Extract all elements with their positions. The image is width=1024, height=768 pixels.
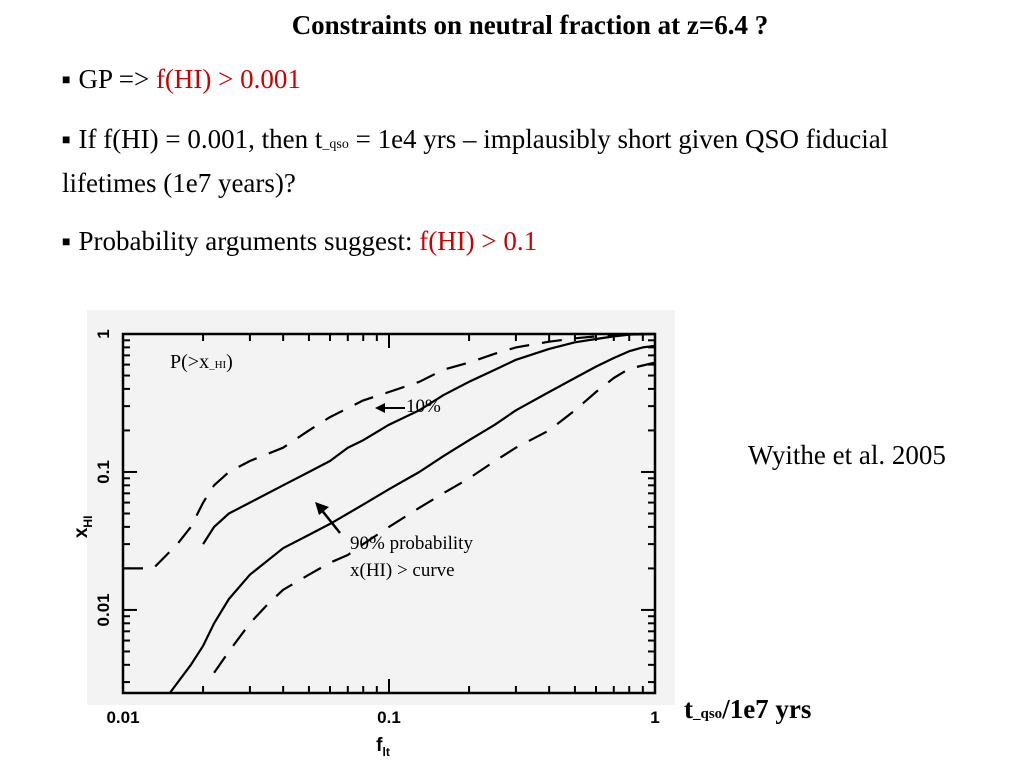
annotation-90-line2: x(HI) > curve [350, 560, 455, 581]
bullet-lifetime-part2: = 1e4 yrs – implausibly short given QSO … [62, 124, 889, 198]
annotation-p-subscript: _HI [209, 359, 227, 371]
bullet-marker: ■ [62, 133, 71, 148]
bullet-marker: ■ [62, 235, 71, 250]
y-axis-label: xHI [75, 516, 95, 539]
bullet-lifetime-part1: If f(HI) = 0.001, then t [78, 124, 323, 154]
bullet-probability: ■ Probability arguments suggest: f(HI) > … [62, 222, 537, 266]
x-tick-label: 1 [650, 708, 659, 727]
bullet-gp-highlight: f(HI) > 0.001 [155, 64, 301, 94]
chart-plot: 0.01 0.1 1 0.01 0.1 1 flt xHI [75, 329, 660, 759]
x-tick-label: 0.01 [106, 708, 139, 727]
annotation-90-arrow-head [315, 502, 329, 515]
annotation-10-arrow-head [375, 403, 385, 413]
bullet-lifetime: ■ If f(HI) = 0.001, then t_qso = 1e4 yrs … [62, 120, 962, 202]
x-axis-unit-label: t_qso/1e7 yrs [684, 694, 811, 725]
series-line-3-dashed [123, 332, 655, 570]
y-tick-label: 0.1 [94, 460, 113, 484]
annotation-probability-label: P(>x_HI) [170, 351, 233, 374]
y-tick-label: 1 [94, 329, 113, 338]
bullet-gp-text: GP => [78, 64, 156, 94]
annotation-90-arrow-line [319, 507, 341, 534]
plot-frame [121, 332, 657, 695]
citation: Wyithe et al. 2005 [748, 440, 946, 470]
annotation-10-percent: 10% [406, 396, 441, 417]
series-line-1-solid [202, 332, 656, 545]
bullet-gp: ■ GP => f(HI) > 0.001 [62, 60, 301, 104]
x-axis-label: flt [376, 735, 390, 759]
y-tick-label: 0.01 [94, 593, 113, 626]
bullet-marker: ■ [62, 73, 71, 88]
x-axis-label-subscript: lt [382, 745, 389, 759]
xunit-subscript: _qso [693, 706, 723, 722]
bullet-probability-highlight: f(HI) > 0.1 [419, 226, 538, 256]
annotation-90-percent: 90% probability x(HI) > curve [350, 530, 473, 584]
bullet-probability-text: Probability arguments suggest: [78, 226, 420, 256]
series-line-4-dashed [213, 361, 656, 674]
xunit-t: t [684, 694, 693, 724]
neutral-fraction-chart: 0.01 0.1 1 0.01 0.1 1 flt xHI [75, 308, 675, 768]
series-line-2-solid [168, 344, 656, 694]
annotation-p-text: P(>x [170, 351, 210, 373]
x-tick-label: 0.1 [377, 708, 401, 727]
y-axis-label-subscript: HI [81, 516, 95, 528]
annotation-90-line1: 90% probability [350, 533, 473, 554]
xunit-rest: /1e7 yrs [722, 694, 812, 724]
slide-title: Constraints on neutral fraction at z=6.4… [291, 10, 769, 40]
bullet-lifetime-subscript: _qso [322, 137, 349, 152]
annotation-p-end: ) [226, 351, 233, 373]
